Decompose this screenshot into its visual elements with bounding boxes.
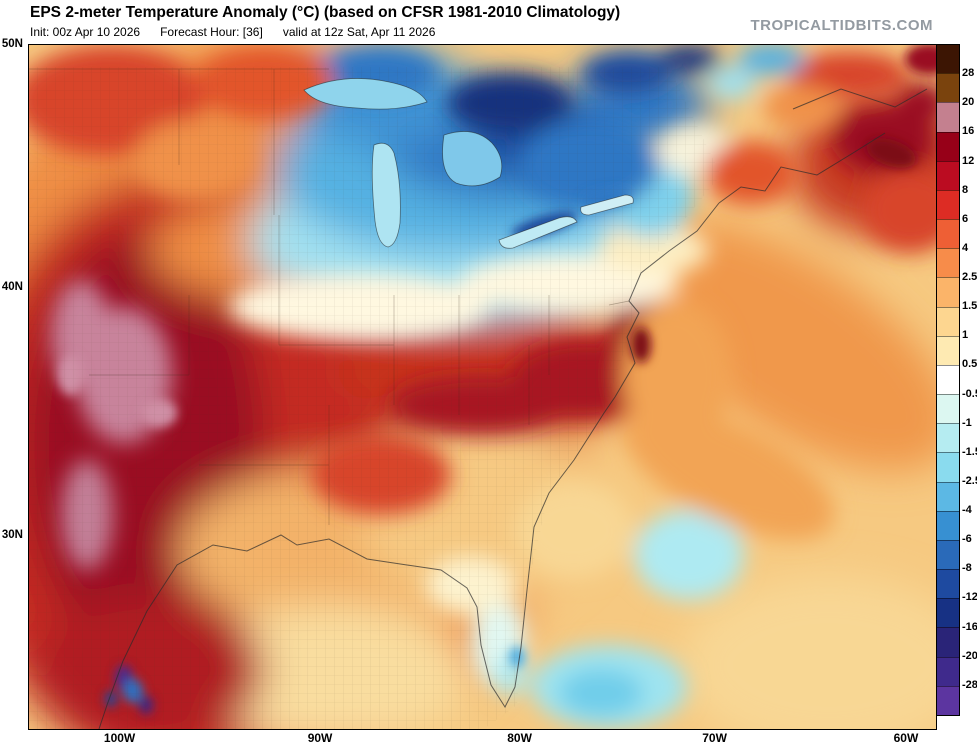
colorbar-segment — [937, 335, 959, 365]
colorbar-tick-label: -1.5 — [962, 445, 977, 458]
colorbar-segment — [937, 656, 959, 686]
colorbar-tick-label: -16 — [962, 620, 977, 633]
map-subtitle: Init: 00z Apr 10 2026 Forecast Hour: [36]… — [30, 25, 455, 39]
lat-tick-label: 50N — [1, 38, 23, 50]
lake-huron — [442, 131, 503, 187]
colorbar — [936, 44, 960, 716]
colorbar-labels: 28 20 16 12 8 6 4 2.5 1.5 1 0.5 -0.5 -1 -1.5 -2.5 -4 -6 -… — [962, 44, 977, 728]
init-label: Init: 00z Apr 10 2026 — [30, 25, 141, 39]
lat-tick-label: 30N — [1, 529, 23, 542]
colorbar-tick-label: 12 — [962, 154, 975, 167]
colorbar-segment — [937, 45, 959, 74]
colorbar-tick-label: -6 — [962, 533, 972, 546]
colorbar-segment — [937, 364, 959, 395]
lon-tick-label: 60W — [893, 731, 919, 745]
colorbar-tick-label: -2.5 — [962, 474, 977, 487]
colorbar-segment — [937, 277, 959, 307]
colorbar-segment — [937, 452, 959, 482]
lon-tick-label: 80W — [507, 731, 532, 745]
colorbar-tick-label: -12 — [962, 591, 977, 604]
colorbar-tick-label: 4 — [962, 241, 969, 254]
colorbar-segment — [937, 131, 959, 161]
colorbar-tick-label: 1.5 — [962, 300, 977, 313]
lake-michigan — [371, 142, 401, 248]
lat-tick-label: 40N — [1, 280, 23, 293]
colorbar-segment — [937, 569, 959, 599]
colorbar-segment — [937, 685, 959, 715]
map-canvas — [28, 44, 937, 730]
site-watermark: TROPICALTIDBITS.COM — [750, 17, 933, 34]
colorbar-segment — [937, 510, 959, 540]
lon-axis: 100W 90W 80W 70W 60W — [28, 731, 935, 749]
colorbar-segment — [937, 481, 959, 511]
lon-tick-label: 70W — [702, 731, 727, 745]
colorbar-tick-label: 2.5 — [962, 271, 977, 284]
colorbar-tick-label: 8 — [962, 183, 969, 196]
colorbar-tick-label: -4 — [962, 504, 972, 517]
colorbar-segment — [937, 219, 959, 249]
colorbar-tick-label: -20 — [962, 649, 977, 662]
state-borders — [29, 68, 630, 525]
lake-erie — [498, 216, 578, 249]
colorbar-segment — [937, 160, 959, 190]
colorbar-tick-label: -0.5 — [962, 387, 977, 400]
lake-superior — [303, 78, 428, 110]
lon-tick-label: 90W — [307, 731, 333, 745]
colorbar-tick-label: 1 — [962, 329, 969, 342]
colorbar-tick-label: 28 — [962, 67, 975, 80]
coastlines — [98, 88, 928, 729]
colorbar-segment — [937, 539, 959, 570]
colorbar-tick-label: 0.5 — [962, 358, 977, 371]
colorbar-segment — [937, 102, 959, 132]
colorbar-tick-label: 16 — [962, 125, 975, 138]
colorbar-segment — [937, 394, 959, 424]
forecast-hour-label: Forecast Hour: [36] — [160, 25, 263, 39]
colorbar-segment — [937, 423, 959, 453]
colorbar-tick-label: 6 — [962, 212, 969, 225]
valid-time-label: valid at 12z Sat, Apr 11 2026 — [282, 25, 436, 39]
lat-axis: 50N 40N 30N — [0, 38, 26, 728]
colorbar-segment — [937, 598, 959, 628]
colorbar-segment — [937, 306, 959, 336]
colorbar-tick-label: -1 — [962, 416, 972, 429]
colorbar-segment — [937, 189, 959, 220]
colorbar-segment — [937, 248, 959, 278]
colorbar-tick-label: -8 — [962, 562, 972, 575]
great-lakes — [303, 78, 634, 249]
colorbar-segment — [937, 627, 959, 657]
map-title: EPS 2-meter Temperature Anomaly (°C) (ba… — [30, 4, 621, 21]
lake-ontario — [580, 194, 634, 216]
lon-tick-label: 100W — [103, 731, 136, 745]
anomaly-field-svg — [29, 45, 936, 729]
colorbar-segment — [937, 73, 959, 103]
colorbar-tick-label: 20 — [962, 96, 975, 109]
colorbar-tick-label: -28 — [962, 678, 977, 691]
